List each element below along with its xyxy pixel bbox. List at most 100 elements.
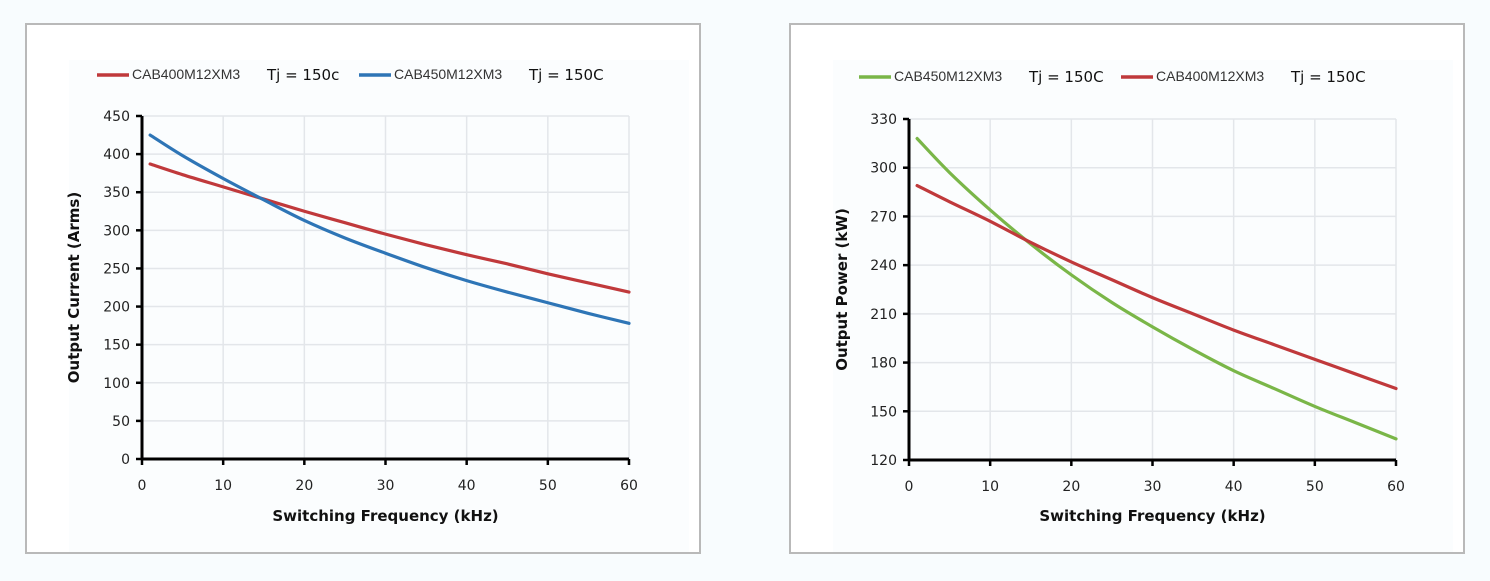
data-point — [948, 201, 950, 203]
y-tick-label: 300 — [870, 161, 897, 177]
y-tick-label: 330 — [870, 112, 897, 128]
y-tick-label: 270 — [870, 209, 897, 225]
series-line-cab400m12xm3 — [148, 162, 631, 294]
data-point — [916, 137, 918, 139]
data-point — [303, 210, 305, 212]
data-point — [547, 302, 549, 304]
y-axis-title: Output Power (kW) — [833, 208, 851, 371]
series-line-cab400m12xm3 — [915, 183, 1398, 391]
data-point — [989, 209, 991, 211]
y-tick-label: 300 — [103, 223, 130, 239]
data-point — [989, 220, 991, 222]
data-point — [465, 254, 467, 256]
x-tick-label: 50 — [1306, 479, 1324, 495]
y-tick-label: 180 — [870, 356, 897, 372]
data-point — [344, 222, 346, 224]
data-point — [1111, 279, 1113, 281]
legend-item: CAB450M12XM3 Tj = 150C — [359, 66, 604, 84]
y-tick-label: 50 — [112, 414, 130, 430]
data-point — [587, 282, 589, 284]
legend-item: CAB400M12XM3 Tj = 150c — [97, 66, 339, 84]
data-point — [1314, 405, 1316, 407]
y-tick-label: 150 — [103, 338, 130, 354]
data-point — [1354, 421, 1356, 423]
output-power-chart: 0 10 20 30 40 50 60 120 150 180 210 240 270 300 330 Swi… — [833, 60, 1453, 552]
series-line-cab450m12xm3 — [915, 136, 1398, 441]
data-point — [1151, 296, 1153, 298]
x-tick-label: 50 — [539, 478, 557, 494]
legend-series-name: CAB400M12XM3 — [132, 66, 240, 82]
y-tick-label: 0 — [121, 452, 130, 468]
data-point — [1111, 301, 1113, 303]
chart-panel-output-current: 0 10 20 30 40 50 60 0 50 100 150 200 250 300 350 400 450… — [25, 23, 701, 554]
x-tick-label: 0 — [138, 478, 147, 494]
y-axis-title: Output Current (Arms) — [65, 192, 83, 383]
data-point — [1151, 326, 1153, 328]
data-point — [222, 177, 224, 179]
data-point — [181, 154, 183, 156]
data-point — [1314, 358, 1316, 360]
x-tick-label: 30 — [1144, 479, 1162, 495]
series-line-cab450m12xm3 — [148, 133, 631, 325]
data-point — [263, 199, 265, 201]
y-tick-label: 350 — [103, 185, 130, 201]
legend-series-condition: Tj = 150C — [1028, 68, 1104, 86]
x-tick-label: 20 — [295, 478, 313, 494]
data-point — [425, 266, 427, 268]
data-point — [344, 237, 346, 239]
x-tick-label: 20 — [1062, 479, 1080, 495]
data-point — [1273, 387, 1275, 389]
data-point — [149, 134, 151, 136]
y-tick-label: 150 — [870, 404, 897, 420]
y-tick-label: 100 — [103, 376, 130, 392]
legend-series-name: CAB400M12XM3 — [1156, 68, 1264, 84]
output-current-chart: 0 10 20 30 40 50 60 0 50 100 150 200 250 300 350 400 450… — [65, 60, 689, 552]
y-tick-label: 210 — [870, 307, 897, 323]
data-point — [181, 173, 183, 175]
data-point — [1192, 313, 1194, 315]
data-point — [384, 252, 386, 254]
data-point — [1232, 369, 1234, 371]
data-point — [587, 312, 589, 314]
data-point — [1192, 348, 1194, 350]
data-point — [1070, 274, 1072, 276]
data-point — [1232, 329, 1234, 331]
x-tick-label: 40 — [458, 478, 476, 494]
legend-series-condition: Tj = 150c — [266, 66, 339, 84]
y-tick-label: 400 — [103, 147, 130, 163]
x-tick-label: 0 — [905, 479, 914, 495]
legend-series-condition: Tj = 150C — [528, 66, 604, 84]
data-point — [1395, 387, 1397, 389]
data-point — [149, 163, 151, 165]
chart-panel-output-power: 0 10 20 30 40 50 60 120 150 180 210 240 270 300 330 Swi… — [789, 23, 1465, 554]
data-point — [384, 233, 386, 235]
x-axis-title: Switching Frequency (kHz) — [1039, 507, 1265, 525]
data-point — [1354, 373, 1356, 375]
legend-series-name: CAB450M12XM3 — [394, 66, 502, 82]
data-point — [628, 322, 630, 324]
x-tick-label: 30 — [377, 478, 395, 494]
data-point — [547, 273, 549, 275]
data-point — [506, 263, 508, 265]
data-point — [506, 291, 508, 293]
x-tick-label: 40 — [1225, 479, 1243, 495]
data-point — [1030, 241, 1032, 243]
legend-series-condition: Tj = 150C — [1290, 68, 1366, 86]
data-point — [425, 244, 427, 246]
y-tick-label: 240 — [870, 258, 897, 274]
x-tick-label: 60 — [620, 478, 638, 494]
legend-series-name: CAB450M12XM3 — [894, 68, 1002, 84]
y-tick-label: 120 — [870, 453, 897, 469]
data-point — [628, 291, 630, 293]
x-tick-label: 60 — [1387, 479, 1405, 495]
legend-item: CAB450M12XM3 Tj = 150C — [859, 68, 1104, 86]
legend-item: CAB400M12XM3 Tj = 150C — [1121, 68, 1366, 86]
x-tick-label: 10 — [214, 478, 232, 494]
y-tick-label: 250 — [103, 261, 130, 277]
data-point — [222, 186, 224, 188]
data-point — [916, 184, 918, 186]
data-point — [1070, 261, 1072, 263]
data-point — [465, 279, 467, 281]
data-point — [948, 171, 950, 173]
chart-area — [833, 60, 1453, 552]
